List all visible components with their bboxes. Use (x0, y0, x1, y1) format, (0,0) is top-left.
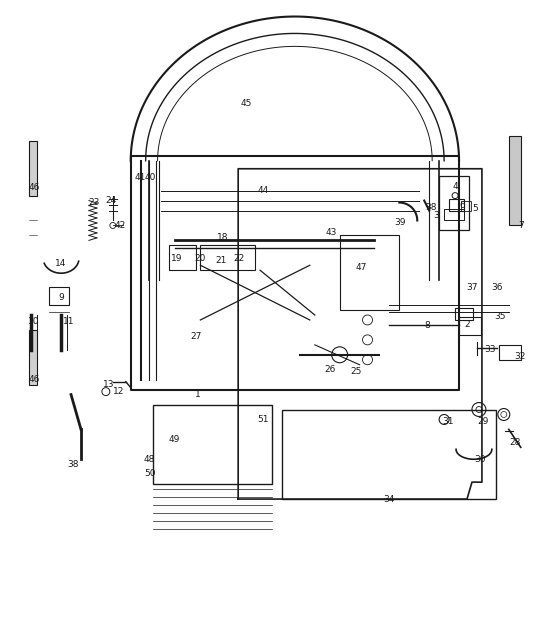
Text: 41: 41 (135, 173, 147, 182)
Text: 2: 2 (464, 320, 470, 330)
Bar (444, 208, 464, 220)
Text: 25: 25 (350, 367, 361, 376)
Text: 19: 19 (171, 254, 182, 263)
Text: 32: 32 (514, 352, 525, 361)
Text: 28: 28 (509, 438, 520, 447)
Text: 13: 13 (103, 380, 114, 389)
Bar (499, 345, 520, 360)
Text: 18: 18 (216, 233, 228, 242)
Bar (201, 246, 255, 270)
Text: 24: 24 (105, 196, 117, 205)
Text: 1: 1 (195, 390, 200, 399)
Bar (168, 246, 196, 270)
Text: 44: 44 (257, 186, 269, 195)
Text: 43: 43 (326, 228, 337, 237)
Text: 29: 29 (477, 417, 489, 426)
Text: 51: 51 (257, 415, 269, 424)
Text: 33: 33 (484, 345, 495, 354)
Text: 20: 20 (195, 254, 206, 263)
Text: 22: 22 (234, 254, 245, 263)
Text: 48: 48 (144, 455, 155, 463)
Bar (459, 317, 481, 335)
Text: 46: 46 (28, 183, 40, 192)
Text: 46: 46 (28, 375, 40, 384)
Text: 5: 5 (472, 204, 478, 213)
Text: 37: 37 (466, 283, 478, 291)
Text: 34: 34 (384, 495, 395, 504)
Text: 47: 47 (356, 263, 367, 272)
Text: 36: 36 (491, 283, 502, 291)
Bar (509, 136, 520, 225)
Text: 14: 14 (56, 259, 67, 268)
Text: 9: 9 (58, 293, 64, 301)
Bar (449, 198, 464, 210)
Text: 7: 7 (518, 221, 524, 230)
Text: 8: 8 (425, 322, 430, 330)
Bar (461, 200, 471, 210)
Bar (29, 330, 37, 384)
Text: 27: 27 (191, 332, 202, 342)
Text: 40: 40 (145, 173, 156, 182)
Text: 38: 38 (67, 460, 79, 468)
Bar (439, 176, 469, 230)
Text: 30: 30 (474, 455, 486, 463)
Text: 38: 38 (426, 203, 437, 212)
Bar (49, 287, 69, 305)
Text: 50: 50 (144, 468, 155, 478)
Bar (29, 141, 37, 195)
Text: 21: 21 (216, 256, 227, 265)
Text: 49: 49 (169, 435, 180, 444)
Bar (153, 404, 272, 484)
Text: 45: 45 (240, 99, 252, 107)
Text: 23: 23 (88, 198, 100, 207)
Text: 26: 26 (324, 365, 335, 374)
Text: 42: 42 (114, 221, 125, 230)
Text: 6: 6 (459, 201, 465, 210)
Text: 35: 35 (494, 313, 506, 322)
Text: 11: 11 (63, 318, 75, 327)
Text: 12: 12 (113, 387, 124, 396)
Text: 39: 39 (395, 218, 406, 227)
Text: 10: 10 (27, 318, 39, 327)
Bar (455, 308, 473, 320)
Bar (282, 409, 496, 499)
Text: 3: 3 (433, 211, 439, 220)
Text: 4: 4 (452, 182, 458, 191)
Bar (340, 236, 399, 310)
Text: 31: 31 (443, 417, 454, 426)
